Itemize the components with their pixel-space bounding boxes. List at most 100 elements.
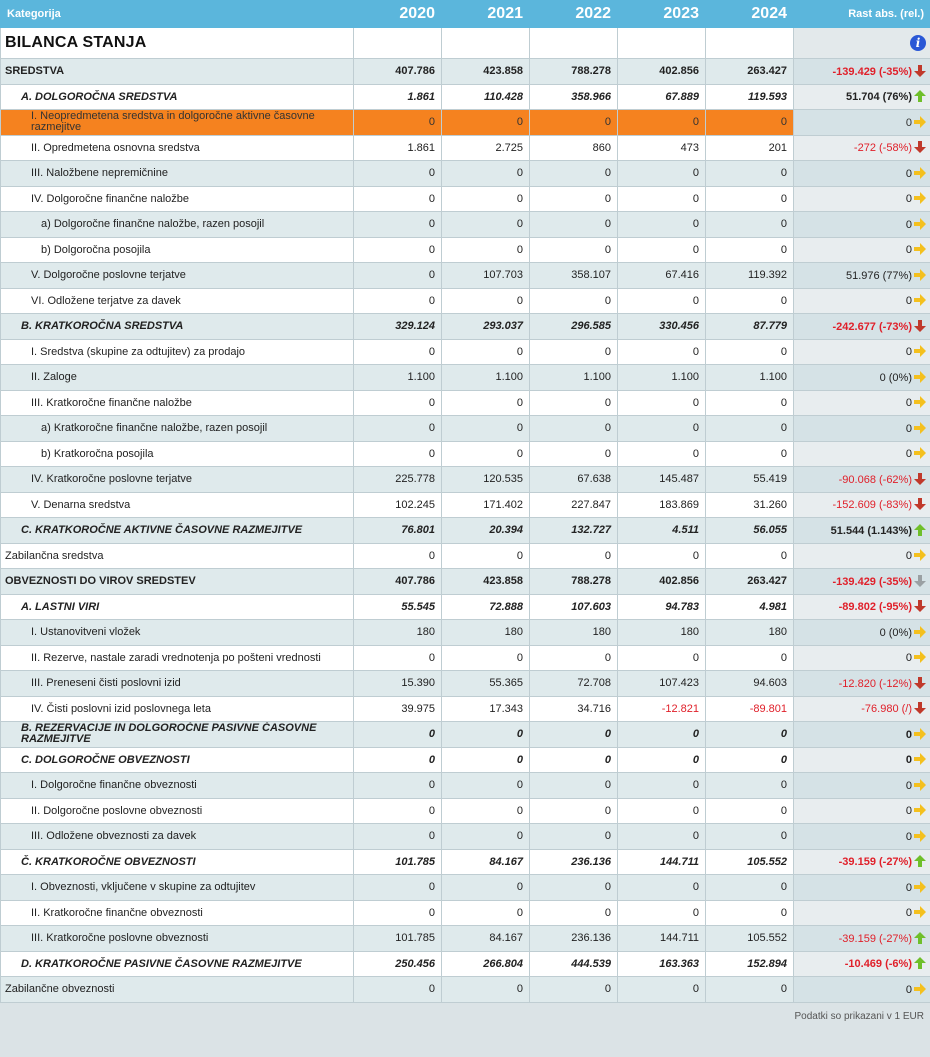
row-label: IV. Kratkoročne poslovne terjatve xyxy=(0,466,354,493)
row-value-2023: 4.511 xyxy=(617,517,706,544)
arrow-right-icon xyxy=(914,345,926,358)
info-icon[interactable]: i xyxy=(910,35,926,51)
row-value-2021: 0 xyxy=(441,797,530,824)
row-label: D. KRATKOROČNE PASIVNE ČASOVNE RAZMEJITV… xyxy=(0,950,354,977)
row-value-2021: 0 xyxy=(441,874,530,901)
table-row: I. Dolgoročne finančne obveznosti 0 0 0 0 0 0 xyxy=(0,772,930,799)
growth-value: -39.159 (-27%) xyxy=(838,856,912,869)
row-value-2022: 0 xyxy=(529,211,618,238)
row-value-2023: 0 xyxy=(617,797,706,824)
header-year-2022[interactable]: 2022 xyxy=(529,0,618,28)
row-value-2024: 31.260 xyxy=(705,491,794,518)
row-value-2022: 0 xyxy=(529,797,618,824)
header-category[interactable]: Kategorija xyxy=(0,0,354,28)
row-value-2020: 0 xyxy=(353,772,442,799)
growth-value: -152.609 (-83%) xyxy=(832,499,913,512)
row-label: III. Kratkoročne poslovne obveznosti xyxy=(0,925,354,952)
row-value-2024: 0 xyxy=(705,772,794,799)
row-value-2023: 0 xyxy=(617,746,706,773)
row-value-2022: 0 xyxy=(529,109,618,136)
row-value-2024: 0 xyxy=(705,211,794,238)
arrow-right-icon xyxy=(914,166,926,179)
row-value-2022: 0 xyxy=(529,287,618,314)
table-row: Zabilančna sredstva 0 0 0 0 0 0 xyxy=(0,542,930,569)
growth-value: 0 xyxy=(905,830,912,843)
arrow-down-icon xyxy=(914,319,926,332)
arrow-up-icon xyxy=(914,957,926,970)
row-value-2020: 0 xyxy=(353,440,442,467)
row-value-2024: 0 xyxy=(705,899,794,926)
row-value-2022: 358.107 xyxy=(529,262,618,289)
row-value-2020: 76.801 xyxy=(353,517,442,544)
table-row: SREDSTVA 407.786 423.858 788.278 402.856 263.… xyxy=(0,58,930,85)
growth-value: 0 xyxy=(905,167,912,180)
row-value-2020: 0 xyxy=(353,185,442,212)
row-value-2020: 39.975 xyxy=(353,695,442,722)
row-value-2024: 94.603 xyxy=(705,670,794,697)
row-growth: 0 xyxy=(793,746,930,773)
row-growth: 0 xyxy=(793,644,930,671)
row-growth: 0 xyxy=(793,874,930,901)
table-row: B. KRATKOROČNA SREDSTVA 329.124 293.037 296… xyxy=(0,313,930,340)
row-value-2020: 407.786 xyxy=(353,568,442,595)
row-value-2020: 0 xyxy=(353,746,442,773)
row-value-2024: 105.552 xyxy=(705,848,794,875)
table-row: b) Dolgoročna posojila 0 0 0 0 0 0 xyxy=(0,236,930,263)
header-year-2021[interactable]: 2021 xyxy=(441,0,530,28)
header-year-2024[interactable]: 2024 xyxy=(705,0,794,28)
row-label: II. Rezerve, nastale zaradi vrednotenja … xyxy=(0,644,354,671)
row-label: III. Kratkoročne finančne naložbe xyxy=(0,389,354,416)
growth-value: 0 xyxy=(905,295,912,308)
row-value-2024: 0 xyxy=(705,976,794,1003)
row-value-2023: 0 xyxy=(617,389,706,416)
growth-value: 0 xyxy=(905,779,912,792)
table-row: C. DOLGOROČNE OBVEZNOSTI 0 0 0 0 0 0 xyxy=(0,746,930,773)
row-value-2021: 55.365 xyxy=(441,670,530,697)
table-row: IV. Dolgoročne finančne naložbe 0 0 0 0 0 0 xyxy=(0,185,930,212)
row-value-2022: 0 xyxy=(529,772,618,799)
arrow-down-icon xyxy=(914,498,926,511)
row-value-2023: 473 xyxy=(617,134,706,161)
header-growth[interactable]: Rast abs. (rel.) xyxy=(793,0,930,28)
row-value-2020: 0 xyxy=(353,211,442,238)
row-value-2022: 236.136 xyxy=(529,848,618,875)
row-growth: 0 xyxy=(793,899,930,926)
row-value-2024: 263.427 xyxy=(705,568,794,595)
table-row: A. DOLGOROČNA SREDSTVA 1.861 110.428 358.96… xyxy=(0,83,930,110)
row-value-2024: 0 xyxy=(705,746,794,773)
growth-value: 0 xyxy=(905,116,912,129)
row-growth: 0 xyxy=(793,721,930,748)
growth-value: 0 (0%) xyxy=(879,371,912,384)
row-growth: 0 xyxy=(793,389,930,416)
row-value-2023: 0 xyxy=(617,211,706,238)
header-year-2020[interactable]: 2020 xyxy=(353,0,442,28)
row-value-2021: 0 xyxy=(441,772,530,799)
header-year-2023[interactable]: 2023 xyxy=(617,0,706,28)
growth-value: 51.976 (77%) xyxy=(845,269,912,282)
row-growth: 0 xyxy=(793,797,930,824)
row-value-2024: -89.801 xyxy=(705,695,794,722)
arrow-right-icon xyxy=(914,115,926,128)
arrow-right-icon xyxy=(914,829,926,842)
growth-value: 0 xyxy=(905,907,912,920)
row-value-2024: 152.894 xyxy=(705,950,794,977)
arrow-right-icon xyxy=(914,447,926,460)
table-row: D. KRATKOROČNE PASIVNE ČASOVNE RAZMEJITV… xyxy=(0,950,930,977)
row-value-2021: 110.428 xyxy=(441,83,530,110)
row-label: I. Neopredmetena sredstva in dolgoročne … xyxy=(0,109,354,136)
row-value-2023: 0 xyxy=(617,899,706,926)
arrow-down-icon xyxy=(914,702,926,715)
row-value-2021: 17.343 xyxy=(441,695,530,722)
growth-value: -76.980 (/) xyxy=(861,703,912,716)
row-growth: -272 (-58%) xyxy=(793,134,930,161)
row-growth: 0 xyxy=(793,823,930,850)
row-growth: 0 xyxy=(793,160,930,187)
row-label: A. LASTNI VIRI xyxy=(0,593,354,620)
row-label: B. REZERVACIJE IN DOLGOROČNE PASIVNE ČAS… xyxy=(0,721,354,748)
table-row: a) Kratkoročne finančne naložbe, razen p… xyxy=(0,415,930,442)
row-value-2021: 0 xyxy=(441,746,530,773)
row-value-2023: 402.856 xyxy=(617,58,706,85)
row-value-2020: 407.786 xyxy=(353,58,442,85)
arrow-right-icon xyxy=(914,880,926,893)
row-value-2023: 0 xyxy=(617,338,706,365)
